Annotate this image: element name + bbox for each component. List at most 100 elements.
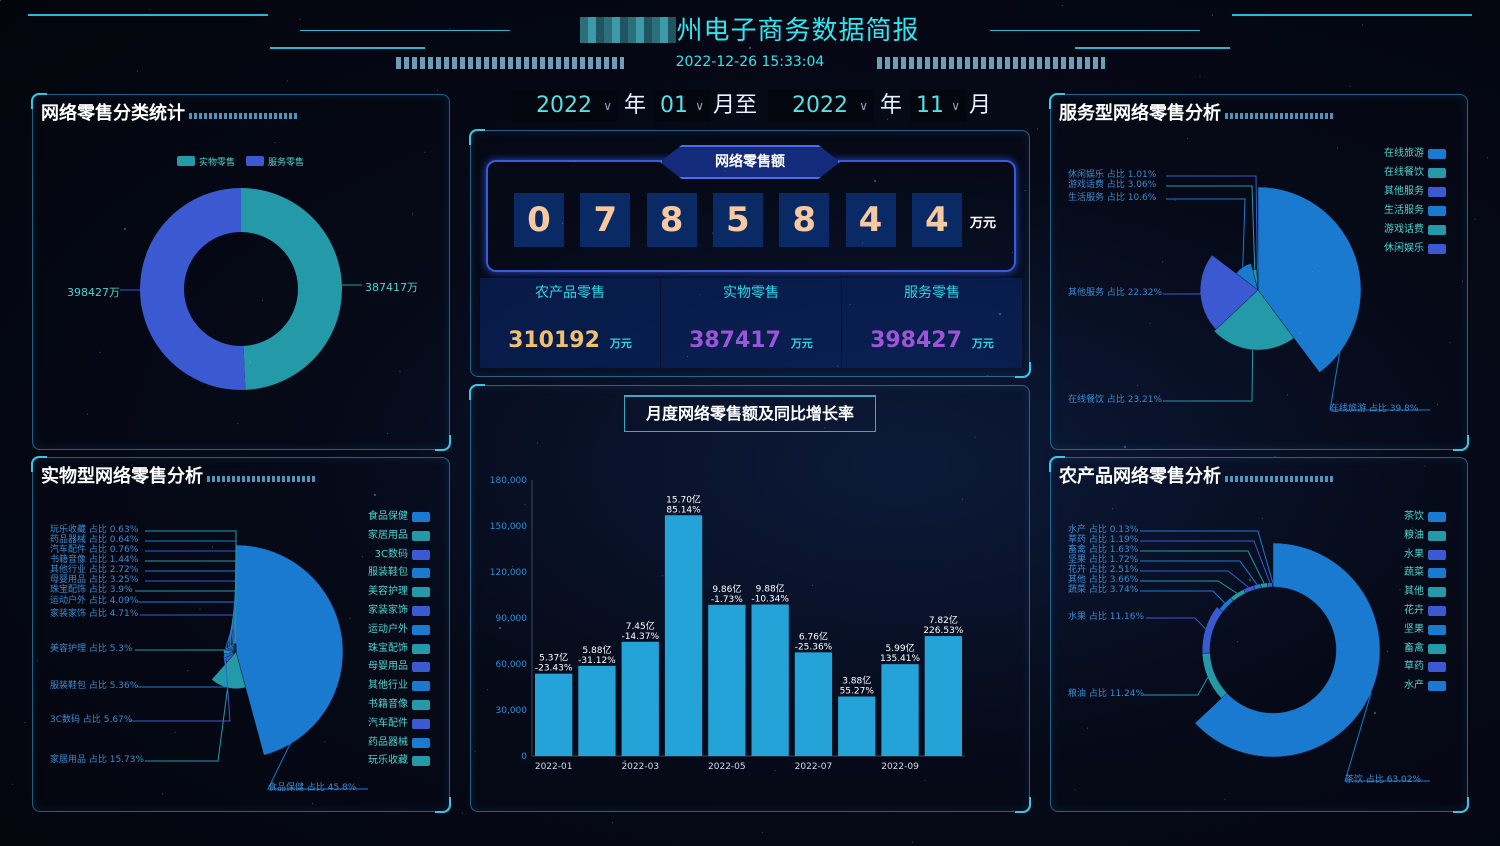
legend-item[interactable]: 家居用品 <box>368 529 408 541</box>
x-tick-label: 2022-09 <box>881 762 919 772</box>
x-tick-label: 2022-03 <box>621 762 659 772</box>
legend-item[interactable]: 书籍音像 <box>368 699 408 710</box>
donut-slice[interactable] <box>140 188 246 390</box>
legend-item[interactable]: 草药 <box>1404 661 1424 673</box>
star-decor <box>936 717 939 720</box>
slice-label: 草药 占比 1.19% <box>1068 535 1139 545</box>
legend-swatch <box>1428 206 1446 216</box>
rose-slice[interactable] <box>235 544 344 756</box>
rose-slice[interactable] <box>1253 583 1262 591</box>
rose-slice[interactable] <box>1199 254 1259 330</box>
bar-value-label: 15.70亿 <box>666 493 701 505</box>
legend-swatch <box>412 568 430 579</box>
bar-2022-01[interactable] <box>535 673 573 756</box>
legend-item[interactable]: 家装家饰 <box>368 605 408 616</box>
star-decor <box>1024 190 1026 192</box>
bar-2022-08[interactable] <box>838 696 876 756</box>
panel-title-text: 农产品网络零售分析 <box>1059 466 1221 487</box>
start-month-select[interactable]: 01 ∨ <box>654 90 710 122</box>
legend-item[interactable]: 美容护理 <box>368 586 408 598</box>
legend-item[interactable]: 蔬菜 <box>1404 567 1424 579</box>
legend-service[interactable]: 服务零售 <box>268 158 305 168</box>
panel-title: 服务型网络零售分析 <box>1059 99 1335 125</box>
header-decor <box>1232 14 1472 16</box>
star-decor <box>99 351 101 353</box>
panel-title-text: 服务型网络零售分析 <box>1059 103 1221 124</box>
leader-line <box>1140 540 1271 583</box>
legend-item[interactable]: 水果 <box>1404 548 1424 560</box>
legend-item[interactable]: 其他行业 <box>368 680 408 692</box>
rose-slice[interactable] <box>1213 289 1295 351</box>
legend-swatch <box>412 624 430 635</box>
label-physical: 387417万 <box>365 281 418 294</box>
legend-item[interactable]: 母婴用品 <box>368 661 408 673</box>
legend-swatch <box>412 681 430 692</box>
rose-slice[interactable] <box>211 651 246 689</box>
bar-2022-06[interactable] <box>751 604 789 756</box>
legend-item[interactable]: 花卉 <box>1404 605 1424 616</box>
legend-item[interactable]: 休闲娱乐 <box>1384 243 1424 254</box>
legend-item[interactable]: 在线餐饮 <box>1384 167 1424 178</box>
legend-item[interactable]: 畜禽 <box>1404 642 1424 654</box>
star-decor <box>224 484 226 486</box>
legend-item[interactable]: 服装鞋包 <box>368 567 408 579</box>
legend-item[interactable]: 水产 <box>1404 680 1424 692</box>
slice-label: 生活服务 占比 10.6% <box>1068 193 1157 203</box>
star-decor <box>511 565 514 567</box>
slice-label: 在线旅游 占比 39.8% <box>1330 404 1419 414</box>
legend-item[interactable]: 其他 <box>1404 586 1424 598</box>
rose-slice[interactable] <box>1267 582 1273 588</box>
legend-item[interactable]: 3C数码 <box>374 548 408 560</box>
legend-item[interactable]: 汽车配件 <box>368 717 408 729</box>
sub-stat-name: 农产品零售 <box>535 285 605 301</box>
bar-2022-05[interactable] <box>708 604 746 756</box>
star-decor <box>274 142 276 144</box>
star-decor <box>461 812 464 814</box>
legend-item[interactable]: 在线旅游 <box>1384 148 1424 159</box>
rose-slice[interactable] <box>1194 542 1381 758</box>
leader-line <box>1166 198 1246 268</box>
legend-item[interactable]: 玩乐收藏 <box>368 755 408 767</box>
legend-item[interactable]: 茶饮 <box>1404 511 1424 522</box>
rose-slice[interactable] <box>1243 585 1256 594</box>
end-year-select[interactable]: 2022 ∨ <box>768 90 874 122</box>
slice-label: 服装鞋包 占比 5.36% <box>50 681 139 691</box>
legend-item[interactable]: 其他服务 <box>1384 186 1424 197</box>
star-decor <box>136 70 139 72</box>
legend-physical[interactable]: 实物零售 <box>199 158 236 168</box>
star-decor <box>686 355 689 358</box>
legend-swatch <box>1428 512 1446 522</box>
bar-2022-07[interactable] <box>794 652 833 756</box>
legend-swatch <box>177 156 195 166</box>
total-unit: 万元 <box>970 216 997 231</box>
legend-item[interactable]: 游戏话费 <box>1384 224 1424 235</box>
legend-item[interactable]: 坚果 <box>1404 623 1424 635</box>
legend-item[interactable]: 珠宝配饰 <box>368 642 408 654</box>
star-decor <box>774 770 776 772</box>
star-decor <box>386 432 389 434</box>
rose-slice[interactable] <box>1260 582 1269 589</box>
end-month-select[interactable]: 11 ∨ <box>910 90 966 122</box>
bar-2022-09[interactable] <box>881 664 919 756</box>
legend-item[interactable]: 粮油 <box>1404 529 1424 541</box>
rose-slice[interactable] <box>1202 606 1224 654</box>
start-year-select[interactable]: 2022 ∨ <box>512 90 618 122</box>
legend-item[interactable]: 运动户外 <box>368 623 408 635</box>
legend-swatch <box>412 643 430 654</box>
bar-growth-label: -25.36% <box>795 642 833 652</box>
bar-2022-03[interactable] <box>621 641 659 756</box>
bar-2022-02[interactable] <box>578 665 616 756</box>
leader-line <box>138 655 229 688</box>
bar-2022-10[interactable] <box>924 636 962 756</box>
rose-slice[interactable] <box>1257 186 1362 373</box>
legend-item[interactable]: 食品保健 <box>368 511 408 522</box>
bar-2022-04[interactable] <box>664 515 703 756</box>
star-decor <box>961 498 964 500</box>
digit-box: 0 <box>514 193 564 247</box>
legend-item[interactable]: 药品器械 <box>368 736 408 748</box>
rose-slice[interactable] <box>1272 582 1274 588</box>
star-decor <box>373 493 377 497</box>
legend-item[interactable]: 生活服务 <box>1384 205 1424 216</box>
rose-slice[interactable] <box>1201 652 1228 699</box>
donut-slice[interactable] <box>241 188 343 390</box>
